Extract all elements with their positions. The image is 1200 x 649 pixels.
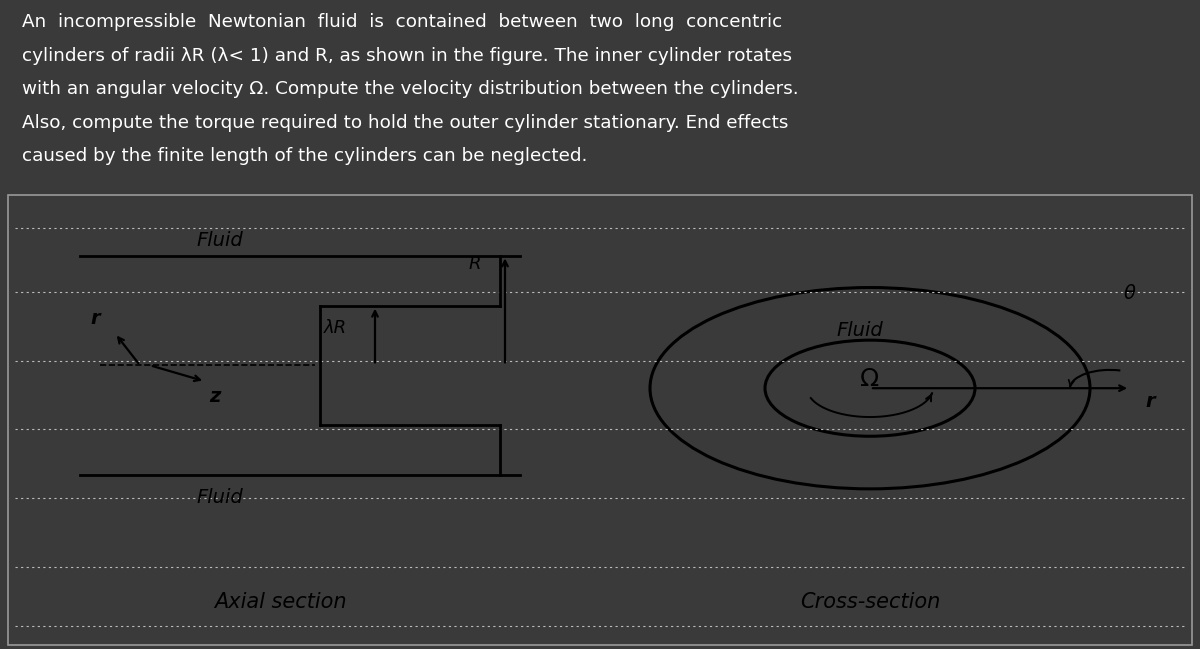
Text: θ: θ: [1124, 284, 1136, 303]
Text: Fluid: Fluid: [836, 321, 883, 340]
Text: Also, compute the torque required to hold the outer cylinder stationary. End eff: Also, compute the torque required to hol…: [22, 114, 788, 132]
Text: r: r: [1145, 391, 1154, 411]
Text: Fluid: Fluid: [197, 231, 244, 251]
Text: Ω: Ω: [860, 367, 880, 391]
Text: λR: λR: [324, 319, 347, 337]
Text: z: z: [209, 387, 221, 406]
Text: caused by the finite length of the cylinders can be neglected.: caused by the finite length of the cylin…: [22, 147, 587, 165]
Text: with an angular velocity Ω. Compute the velocity distribution between the cylind: with an angular velocity Ω. Compute the …: [22, 80, 798, 99]
Text: An  incompressible  Newtonian  fluid  is  contained  between  two  long  concent: An incompressible Newtonian fluid is con…: [22, 14, 782, 31]
Text: Cross-section: Cross-section: [800, 592, 940, 612]
Text: R: R: [469, 255, 481, 273]
Text: r: r: [90, 309, 100, 328]
Text: cylinders of radii λR (λ< 1) and R, as shown in the figure. The inner cylinder r: cylinders of radii λR (λ< 1) and R, as s…: [22, 47, 792, 65]
Text: Axial section: Axial section: [214, 592, 347, 612]
Text: Fluid: Fluid: [197, 487, 244, 507]
